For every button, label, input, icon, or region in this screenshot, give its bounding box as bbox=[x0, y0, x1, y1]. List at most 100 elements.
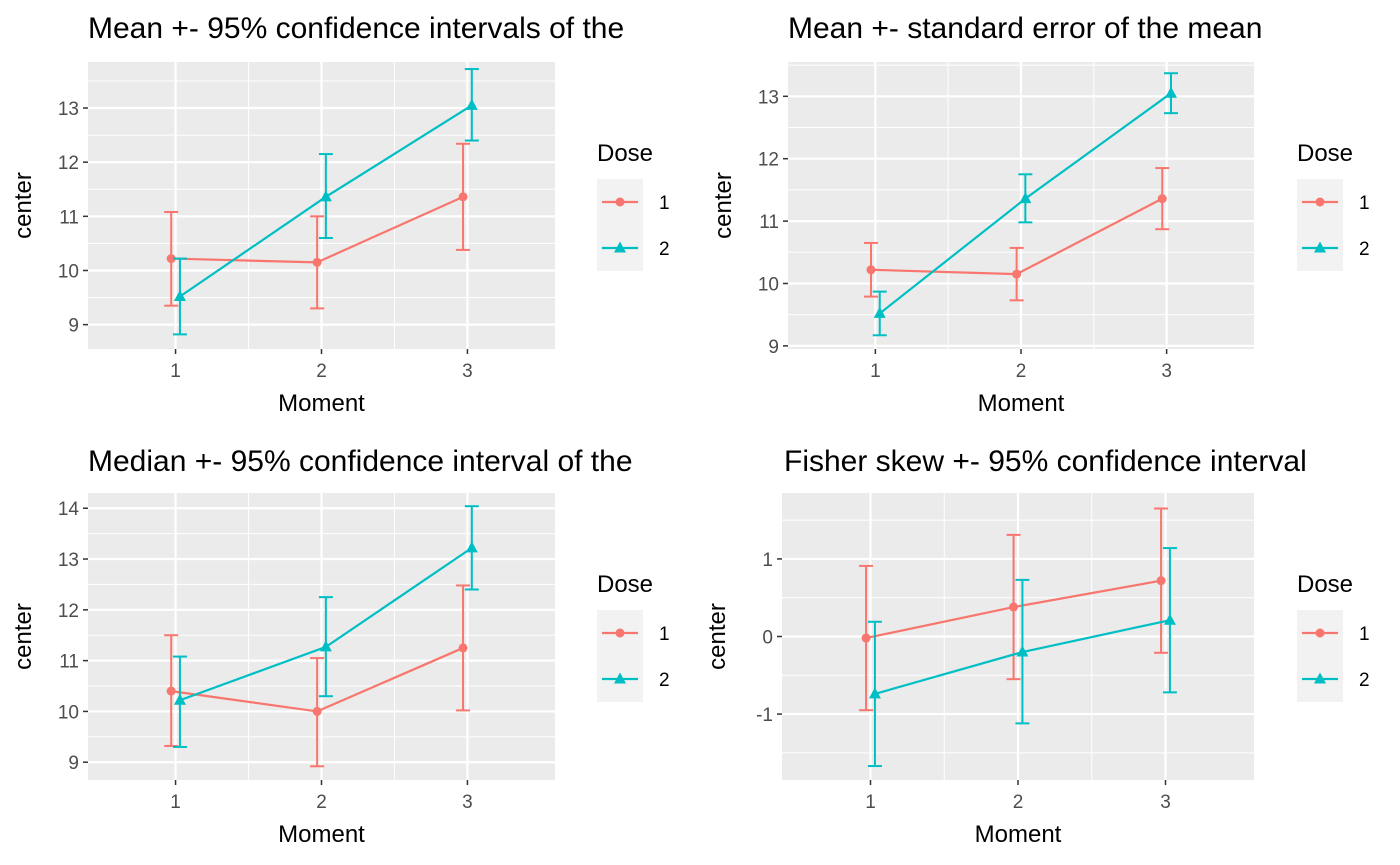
chart-title: Fisher skew +- 95% confidence interval bbox=[784, 445, 1307, 478]
data-point bbox=[173, 693, 186, 705]
legend: Dose 1 2 bbox=[1297, 140, 1370, 271]
legend-key-dose-2: 2 bbox=[602, 670, 670, 691]
chart-title: Median +- 95% confidence interval of the bbox=[88, 445, 633, 478]
data-point bbox=[319, 190, 332, 202]
data-point bbox=[1157, 194, 1167, 204]
y-tick-label: 1 bbox=[762, 550, 773, 571]
x-axis-title: Moment bbox=[278, 821, 365, 848]
y-tick-label: -1 bbox=[756, 705, 773, 726]
legend: Dose 1 2 bbox=[597, 140, 670, 271]
series-dose-1 bbox=[164, 142, 471, 310]
legend-label: 2 bbox=[659, 239, 670, 260]
legend-marker bbox=[615, 197, 625, 207]
data-point bbox=[1012, 269, 1022, 279]
y-tick-label: 11 bbox=[59, 652, 79, 673]
x-tick-label: 1 bbox=[170, 361, 181, 382]
y-tick-label: 0 bbox=[762, 628, 773, 649]
legend: Dose 1 2 bbox=[1297, 571, 1370, 702]
chart-panel-2: Mean +- standard error of the mean910111… bbox=[710, 12, 1370, 417]
data-point bbox=[173, 289, 186, 301]
data-point bbox=[465, 98, 478, 110]
legend-marker bbox=[1315, 197, 1325, 207]
y-tick-label: 9 bbox=[68, 753, 79, 774]
series-dose-2 bbox=[867, 547, 1177, 768]
data-point bbox=[866, 265, 876, 275]
y-tick-label: 13 bbox=[758, 87, 779, 108]
legend-label: 1 bbox=[1359, 193, 1370, 214]
y-axis-title: center bbox=[10, 172, 37, 239]
y-tick-label: 10 bbox=[58, 702, 79, 723]
legend-label: 1 bbox=[1359, 624, 1370, 645]
legend-keys-background bbox=[1297, 179, 1343, 271]
data-point bbox=[1016, 645, 1029, 657]
data-point bbox=[458, 192, 468, 202]
x-tick-label: 3 bbox=[1161, 361, 1172, 382]
series-dose-2 bbox=[172, 505, 479, 748]
legend-label: 2 bbox=[1359, 239, 1370, 260]
data-point bbox=[873, 306, 886, 318]
legend-label: 2 bbox=[1359, 670, 1370, 691]
legend: Dose 1 2 bbox=[597, 571, 670, 702]
data-point bbox=[1156, 576, 1166, 586]
data-point bbox=[1164, 86, 1177, 98]
chart-panel-3: Median +- 95% confidence interval of the… bbox=[10, 445, 670, 848]
legend-label: 2 bbox=[659, 670, 670, 691]
legend-label: 1 bbox=[659, 624, 670, 645]
y-tick-label: 14 bbox=[58, 499, 80, 520]
series-dose-2 bbox=[172, 68, 479, 336]
series-dose-2 bbox=[872, 72, 1178, 337]
chart-title: Mean +- 95% confidence intervals of the bbox=[88, 12, 624, 45]
series-dose-1 bbox=[164, 584, 471, 768]
legend-key-dose-1: 1 bbox=[1302, 624, 1370, 645]
chart-title: Mean +- standard error of the mean bbox=[788, 12, 1262, 45]
legend-marker bbox=[614, 672, 626, 684]
series-dose-1 bbox=[864, 167, 1170, 302]
legend-key-dose-2: 2 bbox=[1302, 239, 1370, 260]
data-point bbox=[312, 257, 322, 267]
y-tick-label: 10 bbox=[758, 274, 779, 295]
legend-title: Dose bbox=[597, 571, 653, 598]
data-point bbox=[312, 706, 322, 716]
legend-title: Dose bbox=[597, 140, 653, 167]
x-axis-title: Moment bbox=[975, 821, 1062, 848]
chart-panel-4: Fisher skew +- 95% confidence interval -1… bbox=[704, 445, 1370, 848]
legend-keys-background bbox=[597, 610, 643, 702]
x-tick-label: 2 bbox=[1013, 792, 1024, 813]
y-tick-label: 13 bbox=[58, 550, 79, 571]
legend-marker bbox=[614, 241, 626, 253]
legend-key-dose-1: 1 bbox=[602, 193, 670, 214]
y-tick-label: 12 bbox=[58, 153, 79, 174]
legend-key-dose-1: 1 bbox=[602, 624, 670, 645]
legend-title: Dose bbox=[1297, 571, 1353, 598]
x-tick-label: 2 bbox=[316, 792, 327, 813]
legend-marker bbox=[615, 628, 625, 638]
data-point bbox=[458, 643, 468, 653]
x-tick-label: 1 bbox=[870, 361, 881, 382]
y-axis-title: center bbox=[704, 603, 731, 670]
data-point bbox=[861, 633, 871, 643]
legend-key-dose-2: 2 bbox=[602, 239, 670, 260]
x-tick-label: 2 bbox=[316, 361, 327, 382]
y-tick-label: 11 bbox=[759, 212, 779, 233]
data-point bbox=[465, 541, 478, 553]
legend-title: Dose bbox=[1297, 140, 1353, 167]
legend-marker bbox=[1315, 628, 1325, 638]
legend-keys-background bbox=[597, 179, 643, 271]
x-tick-label: 1 bbox=[865, 792, 876, 813]
x-axis-title: Moment bbox=[278, 390, 365, 417]
data-point bbox=[166, 254, 176, 264]
legend-key-dose-2: 2 bbox=[1302, 670, 1370, 691]
y-axis-title: center bbox=[710, 172, 737, 239]
legend-label: 1 bbox=[659, 193, 670, 214]
x-tick-label: 1 bbox=[170, 792, 181, 813]
y-tick-label: 10 bbox=[58, 261, 79, 282]
legend-keys-background bbox=[1297, 610, 1343, 702]
data-point bbox=[1019, 192, 1032, 204]
x-tick-label: 3 bbox=[1160, 792, 1171, 813]
legend-marker bbox=[1314, 672, 1326, 684]
x-tick-label: 3 bbox=[462, 792, 473, 813]
series-dose-1 bbox=[859, 507, 1169, 712]
y-tick-label: 13 bbox=[58, 99, 79, 120]
data-point bbox=[868, 687, 881, 699]
